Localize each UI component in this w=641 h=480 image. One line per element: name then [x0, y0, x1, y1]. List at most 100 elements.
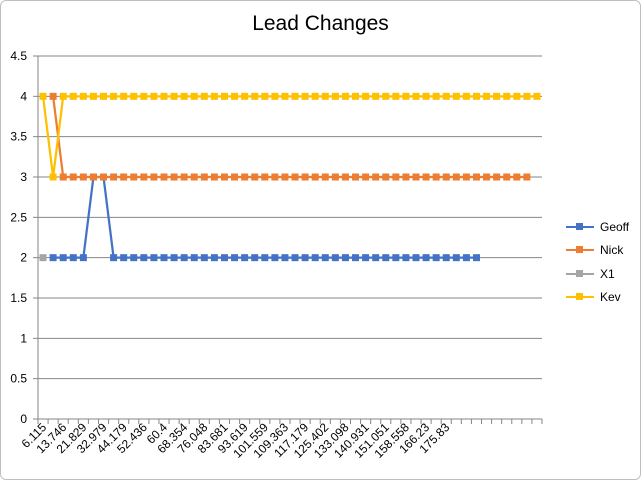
- legend-label: Nick: [600, 243, 624, 258]
- legend-marker: [576, 269, 583, 277]
- legend-label: Kev: [600, 290, 621, 305]
- data-point: [49, 254, 57, 262]
- legend-item: Kev: [566, 286, 629, 310]
- data-point: [69, 173, 77, 181]
- data-point: [190, 173, 198, 181]
- data-point: [412, 254, 420, 262]
- data-point: [341, 92, 349, 100]
- data-point: [311, 254, 319, 262]
- legend-swatch: [566, 268, 594, 280]
- data-point: [452, 173, 460, 181]
- data-point: [130, 173, 138, 181]
- y-tick-label: 2: [20, 251, 27, 265]
- legend-marker: [576, 222, 583, 230]
- legend-swatch: [566, 244, 594, 256]
- data-point: [251, 173, 259, 181]
- data-point: [180, 173, 188, 181]
- data-point: [241, 254, 249, 262]
- data-point: [422, 254, 430, 262]
- data-point: [301, 254, 309, 262]
- data-point: [493, 173, 501, 181]
- data-point: [220, 92, 228, 100]
- data-point: [130, 92, 138, 100]
- y-tick-label: 3.5: [10, 130, 27, 144]
- data-point: [251, 92, 259, 100]
- data-point: [89, 173, 97, 181]
- data-point: [150, 92, 158, 100]
- data-point: [311, 92, 319, 100]
- data-point: [150, 173, 158, 181]
- data-point: [462, 173, 470, 181]
- legend: Geoff Nick X1 Kev: [566, 215, 629, 309]
- data-point: [79, 254, 87, 262]
- data-point: [110, 92, 118, 100]
- data-point: [79, 173, 87, 181]
- data-point: [261, 92, 269, 100]
- data-point: [422, 173, 430, 181]
- data-point: [140, 254, 148, 262]
- series-nick: [49, 92, 531, 181]
- chart-title: Lead Changes: [252, 12, 389, 35]
- data-point: [503, 92, 511, 100]
- data-point: [140, 173, 148, 181]
- data-point: [241, 173, 249, 181]
- legend-item: Nick: [566, 239, 629, 263]
- data-point: [241, 92, 249, 100]
- legend-item: X1: [566, 262, 629, 286]
- data-point: [200, 173, 208, 181]
- data-point: [59, 92, 67, 100]
- legend-swatch: [566, 221, 594, 233]
- data-point: [150, 254, 158, 262]
- data-point: [372, 92, 380, 100]
- data-point: [372, 254, 380, 262]
- data-point: [261, 173, 269, 181]
- data-point: [462, 254, 470, 262]
- data-point: [180, 254, 188, 262]
- y-tick-label: 4.5: [10, 49, 27, 63]
- legend-label: Geoff: [600, 219, 630, 234]
- data-point: [49, 173, 57, 181]
- data-point: [432, 254, 440, 262]
- data-point: [220, 173, 228, 181]
- data-point: [442, 173, 450, 181]
- data-point: [432, 173, 440, 181]
- data-point: [442, 92, 450, 100]
- y-tick-label: 3: [20, 170, 27, 184]
- data-point: [220, 254, 228, 262]
- data-point: [331, 173, 339, 181]
- y-tick-label: 4: [20, 89, 27, 103]
- data-point: [281, 92, 289, 100]
- data-point: [392, 92, 400, 100]
- data-point: [462, 92, 470, 100]
- data-point: [362, 92, 370, 100]
- data-point: [321, 92, 329, 100]
- data-point: [170, 92, 178, 100]
- series-x1: [39, 254, 47, 262]
- data-point: [110, 173, 118, 181]
- data-point: [483, 173, 491, 181]
- data-point: [412, 173, 420, 181]
- data-point: [341, 254, 349, 262]
- y-tick-label: 1: [20, 331, 27, 345]
- data-point: [89, 92, 97, 100]
- data-point: [140, 92, 148, 100]
- data-point: [513, 173, 521, 181]
- data-point: [382, 254, 390, 262]
- data-point: [261, 254, 269, 262]
- data-point: [271, 92, 279, 100]
- data-point: [281, 173, 289, 181]
- data-point: [180, 92, 188, 100]
- data-point: [301, 92, 309, 100]
- data-point: [59, 173, 67, 181]
- data-point: [100, 173, 108, 181]
- data-point: [160, 173, 168, 181]
- y-tick-label: 0.5: [10, 372, 27, 386]
- data-point: [331, 254, 339, 262]
- data-point: [513, 92, 521, 100]
- data-point: [382, 92, 390, 100]
- data-point: [483, 92, 491, 100]
- data-point: [422, 92, 430, 100]
- data-point: [200, 254, 208, 262]
- data-point: [69, 254, 77, 262]
